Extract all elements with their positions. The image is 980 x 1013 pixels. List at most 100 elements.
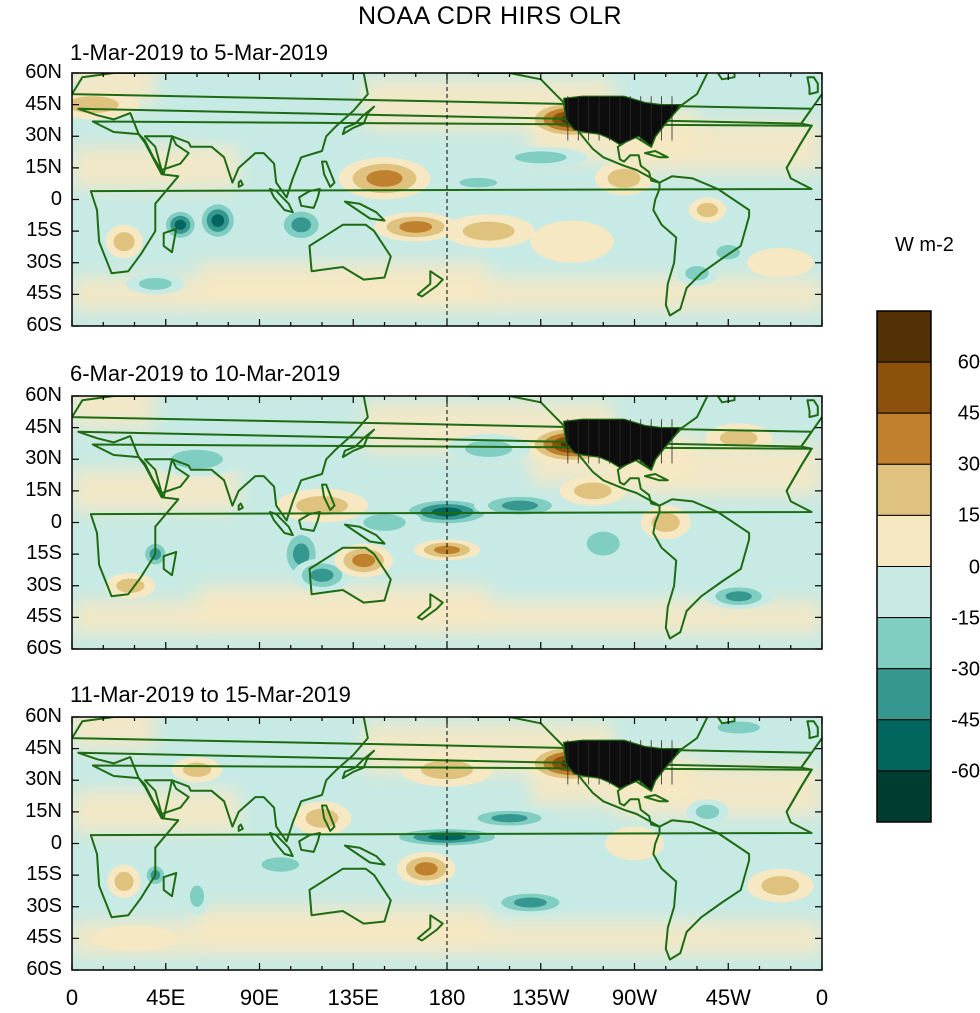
- lon-tick-label: 180: [428, 985, 466, 1010]
- coastline-sumatra: [268, 188, 294, 214]
- coastline-europe-asia: [72, 73, 813, 199]
- anomaly-contour: [292, 543, 310, 565]
- colorbar-level-label: -60: [951, 760, 980, 783]
- anomaly-contour: [138, 277, 172, 290]
- coastline-arabia-gap: [143, 458, 190, 494]
- coastline-s-america: [652, 819, 751, 961]
- coastline-nz: [416, 270, 444, 298]
- coastline-greenland-edge: [716, 717, 736, 725]
- lat-tick-label: 0: [50, 831, 62, 854]
- colorbar-level-label: 0: [968, 556, 980, 578]
- lon-tick-label: 90W: [611, 985, 658, 1010]
- colorbar: [876, 310, 932, 823]
- coastline-madagascar: [162, 872, 178, 898]
- colorbar-segment: [876, 412, 932, 465]
- field-band: [197, 262, 489, 305]
- coastline-europe-asia: [72, 717, 813, 843]
- lon-tick-label: 0: [65, 985, 79, 1010]
- colorbar-segment: [876, 617, 932, 670]
- anomaly-contour: [296, 496, 348, 516]
- panel-1-title: 1-Mar-2019 to 5-Mar-2019: [70, 40, 329, 65]
- anomaly-contour: [174, 219, 187, 230]
- anomaly-contour: [651, 512, 680, 533]
- lat-tick-label: 45S: [26, 605, 62, 628]
- coastline-new-guinea: [343, 523, 386, 545]
- coastline-nz: [416, 593, 444, 621]
- anomaly-contour: [261, 857, 300, 872]
- anomaly-contour: [725, 591, 752, 602]
- lat-tick-label: 0: [50, 187, 62, 210]
- us-state-borders: [563, 418, 682, 471]
- coastline-africa: [89, 120, 813, 275]
- panel-2-title: 6-Mar-2019 to 10-Mar-2019: [70, 361, 341, 386]
- coastlines: [72, 709, 822, 961]
- colorbar-level-label: -15: [951, 607, 980, 630]
- colorbar-units: W m-2: [895, 234, 954, 256]
- coastline-philippines: [321, 483, 336, 511]
- coastline-iceland: [774, 388, 793, 390]
- lat-tick-label: 15N: [25, 155, 62, 178]
- anomaly-contour: [363, 514, 406, 531]
- colorbar-level-label: -45: [951, 709, 980, 732]
- axis-ticks: [71, 716, 823, 971]
- lat-tick-label: 30S: [26, 573, 62, 596]
- anomaly-contour: [433, 545, 461, 555]
- anomaly-contour: [291, 217, 312, 233]
- anomaly-contour: [465, 440, 513, 458]
- map-panel-1: [71, 72, 823, 327]
- coastline-iceland: [774, 709, 793, 711]
- anomaly-contour: [717, 721, 760, 734]
- anomaly-contour: [716, 245, 741, 260]
- coastline-new-guinea: [343, 200, 386, 222]
- coastline-philippines: [321, 804, 336, 832]
- anomaly-contour: [586, 531, 620, 556]
- colorbar-segment: [876, 770, 932, 823]
- anomaly-contour: [605, 826, 664, 861]
- coastline-west-africa: [785, 737, 822, 813]
- anomaly-contour: [92, 925, 177, 952]
- coastline-sumatra: [268, 511, 294, 537]
- lat-tick-label: 15S: [26, 219, 62, 242]
- field-band: [197, 906, 489, 949]
- lon-tick-label: 135W: [512, 985, 570, 1010]
- coastline-sri-lanka: [237, 179, 244, 188]
- coastline-west-africa: [785, 93, 822, 169]
- coastline-madagascar: [162, 228, 178, 254]
- anomaly-contour: [696, 202, 719, 218]
- lat-tick-label: 45N: [25, 92, 62, 115]
- lat-tick-label: 15S: [26, 542, 62, 565]
- field-band: [72, 146, 239, 189]
- anomaly-contour: [192, 110, 285, 141]
- colorbar-segment: [876, 668, 932, 721]
- coastline-australia: [308, 546, 392, 604]
- coastline-sumatra: [268, 832, 294, 858]
- lat-tick-label: 60N: [25, 705, 62, 727]
- lat-tick-label: 30S: [26, 894, 62, 917]
- coastline-japan: [341, 428, 376, 459]
- coastline-arabia-gap: [143, 779, 190, 815]
- colorbar-segment: [876, 463, 932, 516]
- anomaly-contour: [182, 762, 212, 777]
- coastline-nz: [416, 914, 444, 942]
- coastline-borneo: [298, 188, 321, 209]
- field-band: [72, 469, 239, 512]
- anomaly-contour: [491, 814, 528, 823]
- anomaly-contour: [114, 871, 134, 891]
- anomaly-contour: [501, 500, 538, 511]
- coastline-cuba: [643, 150, 669, 159]
- coastline-arabia-gap: [143, 135, 190, 171]
- lat-tick-label: 30N: [25, 447, 62, 470]
- coastline-cuba: [643, 794, 669, 803]
- coastline-japan: [341, 749, 376, 780]
- lat-tick-label: 45S: [26, 282, 62, 305]
- coastline-new-guinea: [343, 844, 386, 866]
- colorbar-segment: [876, 361, 932, 414]
- us-state-borders: [563, 739, 682, 792]
- colorbar-segment: [876, 566, 932, 619]
- anomaly-contour: [310, 568, 334, 582]
- anomaly-contour: [462, 221, 515, 241]
- coastline-greenland-edge: [716, 396, 736, 404]
- lat-tick-label: 45S: [26, 926, 62, 949]
- lat-tick-label: 60S: [26, 637, 62, 659]
